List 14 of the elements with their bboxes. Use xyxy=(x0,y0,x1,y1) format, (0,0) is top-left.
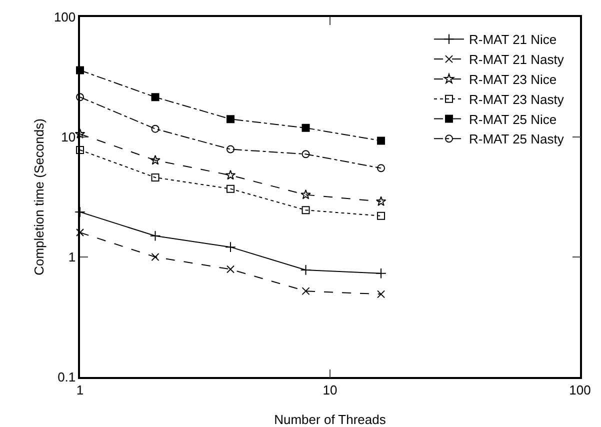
y-axis-title: Completion time (Seconds) xyxy=(32,118,46,276)
y-tick-label: 10 xyxy=(61,130,76,145)
legend-label: R-MAT 23 Nice xyxy=(469,72,557,88)
x-tick-label: 100 xyxy=(569,382,591,398)
legend-label: R-MAT 23 Nasty xyxy=(469,92,564,107)
legend-label: R-MAT 21 Nice xyxy=(469,32,557,48)
legend-label: R-MAT 21 Nasty xyxy=(469,52,564,68)
y-tick-label: 0.1 xyxy=(58,370,76,385)
legend-label: R-MAT 25 Nice xyxy=(469,112,557,127)
y-tick-label: 1 xyxy=(68,250,76,265)
legend-label: R-MAT 25 Nasty xyxy=(469,132,564,147)
y-tick-label: 100 xyxy=(54,10,76,25)
x-tick-label: 10 xyxy=(322,382,338,398)
x-axis-title: Number of Threads xyxy=(274,412,386,427)
